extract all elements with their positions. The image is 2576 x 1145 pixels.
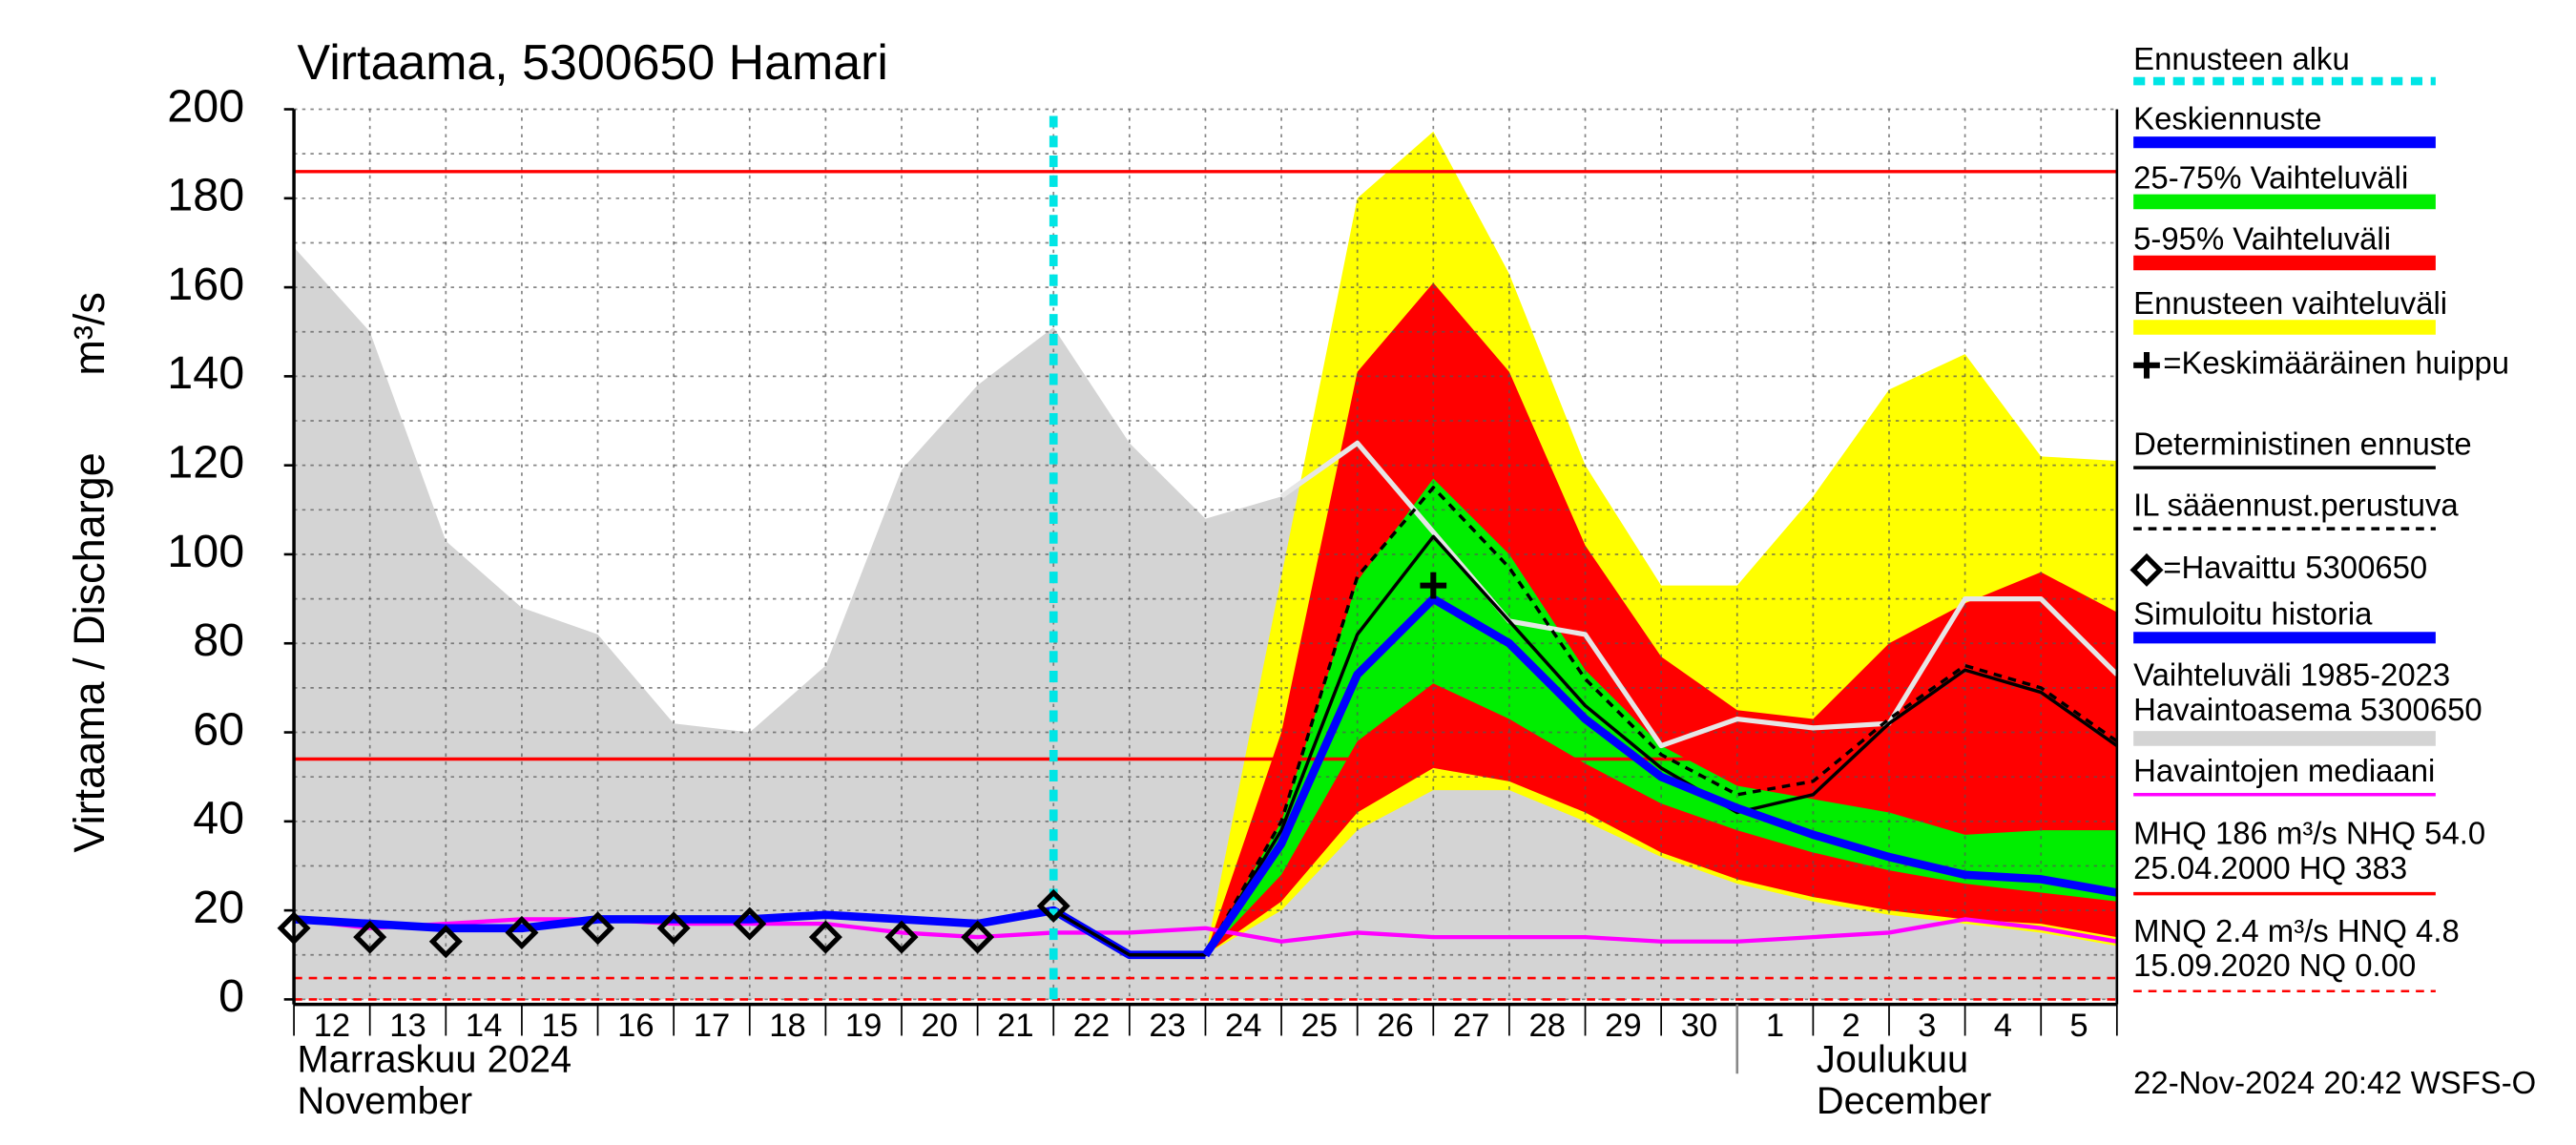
y-tick-label: 140 [167, 347, 244, 399]
legend-label: Havaintojen mediaani [2133, 753, 2435, 788]
y-tick-label: 20 [193, 882, 244, 933]
x-tick-label: 27 [1453, 1008, 1490, 1044]
x-tick-label: 26 [1377, 1008, 1414, 1044]
x-tick-label: 18 [769, 1008, 806, 1044]
y-tick-label: 200 [167, 80, 244, 132]
observed-marker [733, 906, 767, 941]
y-tick-label: 100 [167, 526, 244, 577]
observed-marker [656, 911, 691, 946]
peak-marker [1420, 572, 1447, 599]
x-tick-label: 12 [314, 1008, 351, 1044]
observed-marker [428, 925, 463, 959]
legend-label: Ennusteen vaihteluväli [2133, 285, 2447, 321]
x-tick-label: 16 [617, 1008, 654, 1044]
legend-label: Deterministinen ennuste [2133, 426, 2472, 461]
x-tick-label: 19 [845, 1008, 883, 1044]
peak-marker [2133, 351, 2160, 379]
x-tick-label: 24 [1225, 1008, 1262, 1044]
observed-marker [2129, 552, 2164, 587]
observed-marker [808, 920, 842, 954]
observed-marker [1036, 888, 1070, 923]
y-tick-label: 180 [167, 170, 244, 221]
observed-marker [581, 911, 615, 946]
x-tick-label: 21 [997, 1008, 1034, 1044]
legend-label: 5-95% Vaihteluväli [2133, 221, 2391, 257]
y-tick-label: 0 [218, 970, 244, 1022]
legend-label: =Havaittu 5300650 [2163, 550, 2427, 585]
month-label: Marraskuu 2024 [298, 1039, 572, 1081]
y-tick-label: 40 [193, 793, 244, 844]
series-line [1201, 594, 2118, 958]
series-line [1279, 440, 2119, 749]
legend-label: 25-75% Vaihteluväli [2133, 160, 2408, 196]
x-tick-label: 29 [1605, 1008, 1642, 1044]
legend-label: Keskiennuste [2133, 100, 2321, 135]
month-label: December [1817, 1080, 1992, 1122]
x-tick-label: 22 [1073, 1008, 1111, 1044]
legend-label: Vaihteluväli 1985-2023 [2133, 657, 2450, 693]
x-tick-label: 5 [2069, 1008, 2088, 1044]
x-tick-label: 23 [1149, 1008, 1186, 1044]
y-tick-label: 120 [167, 436, 244, 488]
legend-label: Havaintoasema 5300650 [2133, 692, 2483, 727]
observed-marker [353, 920, 387, 954]
series-line [1203, 486, 2118, 956]
stats-text: 15.09.2020 NQ 0.00 [2133, 947, 2416, 983]
y-tick-label: 60 [193, 703, 244, 755]
chart-title: Virtaama, 5300650 Hamari [298, 35, 888, 91]
legend-label: Simuloitu historia [2133, 596, 2373, 632]
y-axis-unit: m³/s [65, 292, 114, 375]
timestamp: 22-Nov-2024 20:42 WSFS-O [2133, 1065, 2536, 1100]
month-label: Joulukuu [1817, 1039, 1968, 1081]
observed-marker [961, 920, 995, 954]
x-tick-label: 28 [1528, 1008, 1566, 1044]
y-tick-label: 160 [167, 259, 244, 310]
legend-label: Ennusteen alku [2133, 41, 2350, 76]
x-tick-label: 17 [694, 1008, 731, 1044]
observed-marker [884, 920, 919, 954]
x-tick-label: 30 [1681, 1008, 1718, 1044]
x-tick-label: 3 [1918, 1008, 1936, 1044]
x-tick-label: 25 [1301, 1008, 1339, 1044]
observed-marker [505, 915, 539, 949]
stats-text: 25.04.2000 HQ 383 [2133, 850, 2407, 885]
month-label: November [298, 1080, 473, 1122]
legend-label: IL sääennust.perustuva [2133, 487, 2459, 522]
y-tick-label: 80 [193, 614, 244, 666]
x-tick-label: 2 [1842, 1008, 1860, 1044]
legend-label: =Keskimääräinen huippu [2163, 344, 2509, 380]
y-axis-label: Virtaama / Discharge [65, 452, 114, 852]
x-tick-label: 13 [389, 1008, 426, 1044]
x-tick-label: 4 [1994, 1008, 2012, 1044]
stats-text: MNQ 2.4 m³/s HNQ 4.8 [2133, 913, 2460, 948]
x-tick-label: 15 [541, 1008, 578, 1044]
x-tick-label: 1 [1766, 1008, 1784, 1044]
stats-text: MHQ 186 m³/s NHQ 54.0 [2133, 816, 2485, 851]
x-tick-label: 20 [922, 1008, 959, 1044]
x-tick-label: 14 [466, 1008, 502, 1044]
